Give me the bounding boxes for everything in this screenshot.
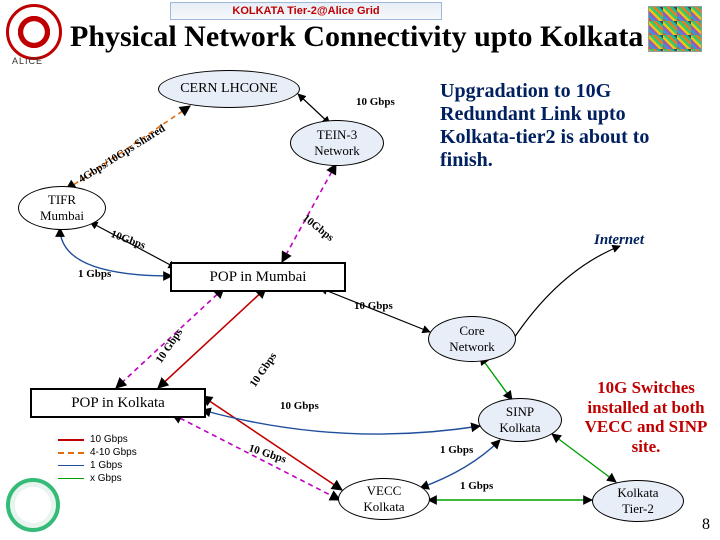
legend-row: x Gbps xyxy=(58,473,137,484)
edge-label-6: 10 Gbps xyxy=(154,327,186,366)
alice-logo-icon xyxy=(6,4,62,60)
edge-label-3: 10Gbps xyxy=(109,228,147,252)
diagram-stage: ALICE KOLKATA Tier-2@Alice Grid Physical… xyxy=(0,0,720,540)
legend-swatch-icon xyxy=(58,452,84,454)
legend-label: x Gbps xyxy=(90,473,122,484)
node-cern: CERN LHCONE xyxy=(158,70,300,108)
legend-label: 1 Gbps xyxy=(90,460,122,471)
edge-11 xyxy=(202,410,480,434)
node-sinp: SINPKolkata xyxy=(478,398,562,442)
edge-label-4: 1 Gbps xyxy=(78,268,111,280)
edge-label-9: 10 Gbps xyxy=(280,400,319,412)
legend-swatch-icon xyxy=(58,465,84,466)
grid-icon xyxy=(648,6,702,52)
edge-9 xyxy=(202,396,342,490)
edge-10 xyxy=(172,414,340,500)
internet-arrow xyxy=(514,246,620,338)
page-title: Physical Network Connectivity upto Kolka… xyxy=(70,20,643,54)
edge-label-11: 1 Gbps xyxy=(440,444,473,456)
edge-label-5: 10 Gbps xyxy=(354,300,393,312)
edge-label-12: 1 Gbps xyxy=(460,480,493,492)
edge-0 xyxy=(298,94,330,124)
vecc-logo-icon xyxy=(6,478,60,532)
internet-label: Internet xyxy=(594,232,644,249)
page-number: 8 xyxy=(702,516,710,534)
accent-upgrade: Upgradation to 10G Redundant Link upto K… xyxy=(440,80,700,172)
legend-swatch-icon xyxy=(58,478,84,479)
legend-row: 4-10 Gbps xyxy=(58,447,137,458)
node-tifr: TIFRMumbai xyxy=(18,186,106,230)
node-popk: POP in Kolkata xyxy=(30,388,206,418)
legend-row: 10 Gbps xyxy=(58,434,137,445)
node-tein: TEIN-3Network xyxy=(290,120,384,166)
accent-upgrade-text: Upgradation to 10G Redundant Link upto K… xyxy=(440,80,649,171)
edge-label-0: 10 Gbps xyxy=(356,96,395,108)
header-bar: KOLKATA Tier-2@Alice Grid xyxy=(170,2,442,20)
accent-switches: 10G Switches installed at both VECC and … xyxy=(576,378,716,456)
edge-8 xyxy=(480,356,512,400)
node-core: CoreNetwork xyxy=(428,316,516,362)
node-popm: POP in Mumbai xyxy=(170,262,346,292)
accent-switches-text: 10G Switches installed at both VECC and … xyxy=(585,378,708,456)
legend-row: 1 Gbps xyxy=(58,460,137,471)
edge-label-10: 10 Gbps xyxy=(247,442,288,465)
legend: 10 Gbps 4-10 Gbps 1 Gbps x Gbps xyxy=(58,432,137,486)
legend-label: 4-10 Gbps xyxy=(90,447,137,458)
node-vecc: VECCKolkata xyxy=(338,478,430,520)
edge-label-7: 10 Gbps xyxy=(248,351,280,390)
node-kt2: KolkataTier-2 xyxy=(592,480,684,522)
alice-label: ALICE xyxy=(12,56,43,66)
edge-label-2: 10Gbps xyxy=(300,212,336,244)
legend-label: 10 Gbps xyxy=(90,434,128,445)
edge-label-1: 4Gbps/10Gps Shared xyxy=(76,122,167,185)
legend-swatch-icon xyxy=(58,439,84,441)
